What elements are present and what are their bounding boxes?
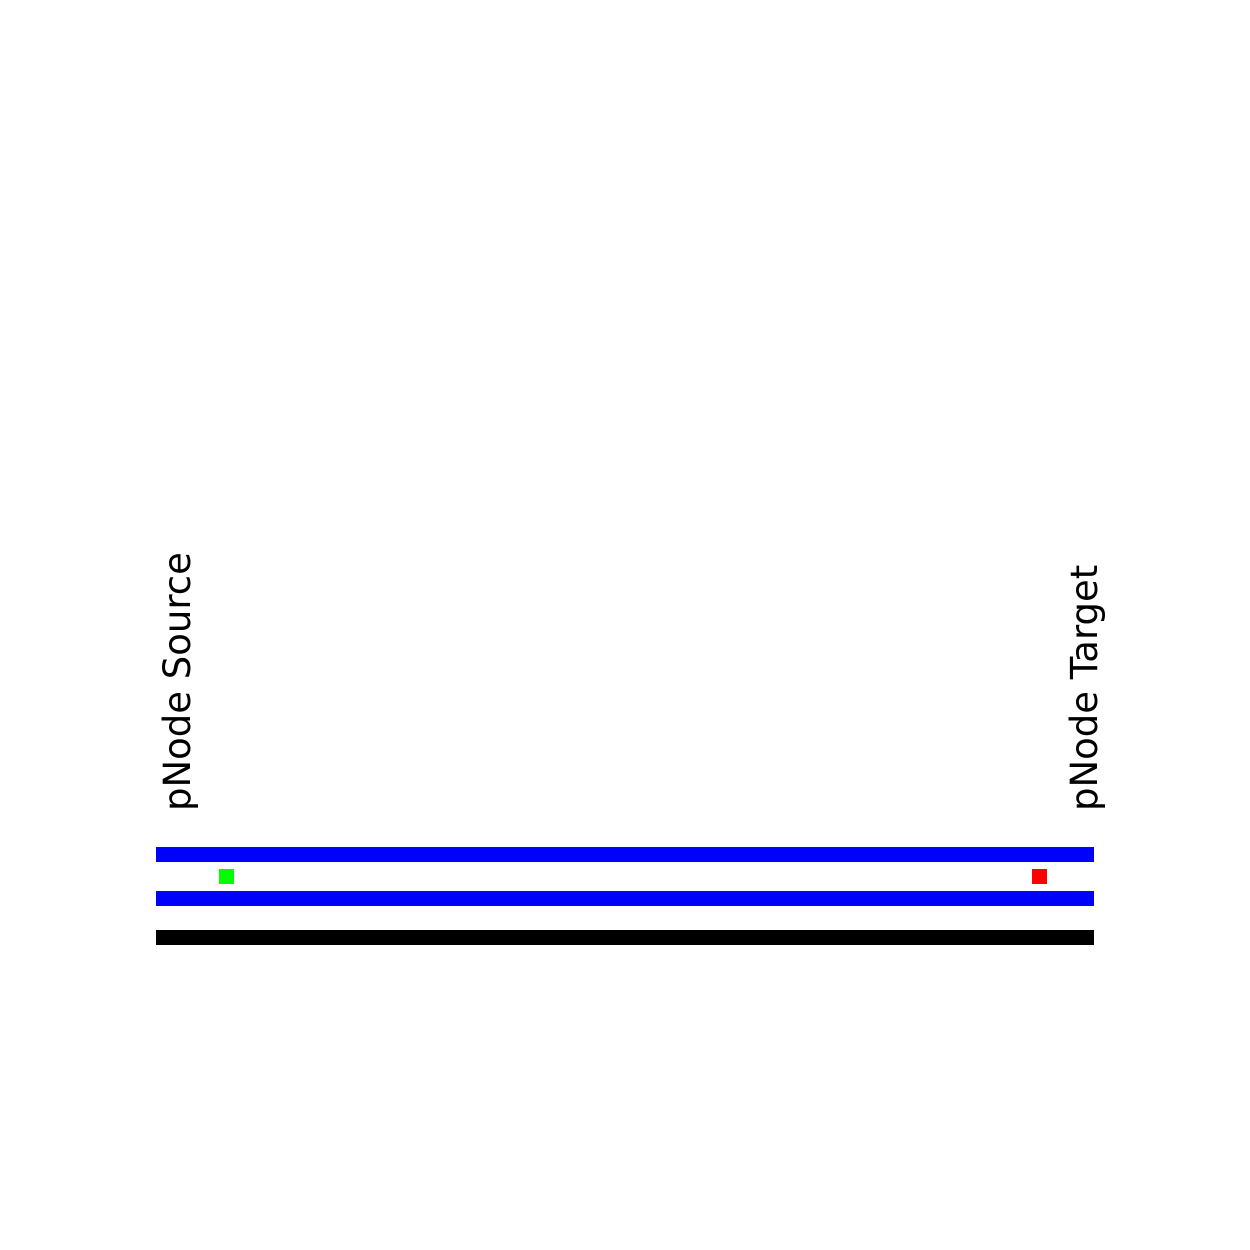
source-node-marker bbox=[219, 869, 234, 884]
source-node-label: pNode Source bbox=[156, 552, 199, 811]
lower-track-line bbox=[156, 891, 1094, 906]
ground-line bbox=[156, 930, 1094, 945]
upper-track-line bbox=[156, 847, 1094, 862]
target-node-marker bbox=[1032, 869, 1047, 884]
target-node-label: pNode Target bbox=[1063, 565, 1106, 811]
